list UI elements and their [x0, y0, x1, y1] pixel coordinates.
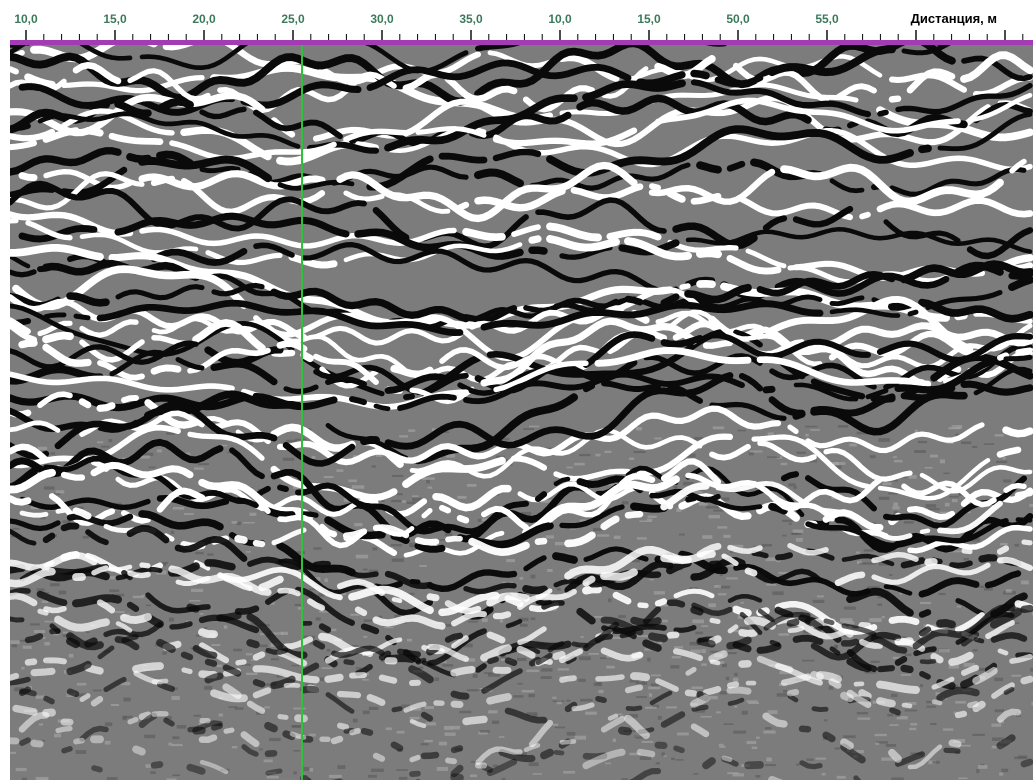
axis-title: Дистанция, м: [910, 11, 997, 26]
axis-tick-label: 30,0: [370, 12, 394, 26]
axis-tick-label: 10,0: [14, 12, 38, 26]
radargram-reflections: [10, 45, 1033, 780]
position-marker-line[interactable]: [301, 45, 303, 780]
axis-tick-label: 10,0: [548, 12, 572, 26]
axis-minor-ticks: [25, 30, 1024, 40]
axis-tick-label: 35,0: [459, 12, 483, 26]
axis-tick-label: 55,0: [815, 12, 839, 26]
axis-tick-label: 15,0: [637, 12, 661, 26]
axis-tick-label: 50,0: [726, 12, 750, 26]
axis-tick-label: 20,0: [192, 12, 216, 26]
radargram-image: [10, 45, 1033, 780]
axis-tick-label: 15,0: [103, 12, 127, 26]
distance-axis-header: 10,0 15,0 20,0 25,0 30,0 35,0 10,0 15,0 …: [0, 0, 1033, 42]
distance-axis-line: [10, 40, 1033, 45]
axis-tick-label: 25,0: [281, 12, 305, 26]
